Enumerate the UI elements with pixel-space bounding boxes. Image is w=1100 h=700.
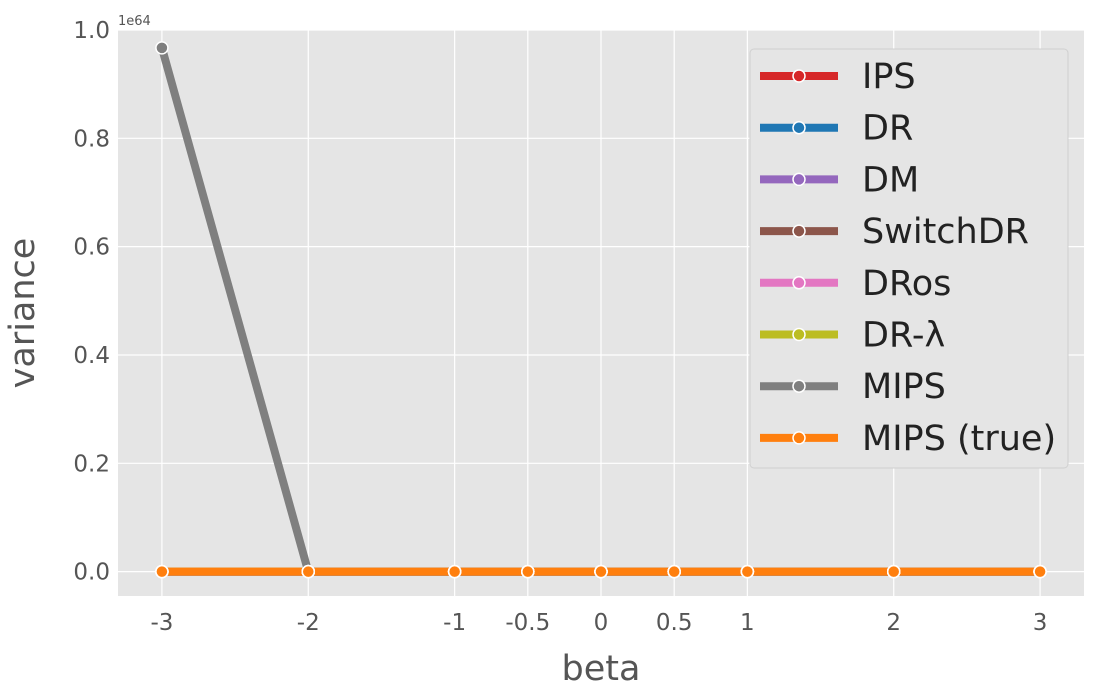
legend-label-dr: DR xyxy=(862,109,913,149)
x-tick-label: 2 xyxy=(886,610,901,636)
legend: IPS DR DM SwitchDR DRos DR-λ MIPS MIPS (true) xyxy=(749,48,1069,469)
point-mips-true xyxy=(521,564,535,579)
legend-marker-mips xyxy=(792,379,806,393)
legend-label-dr: DR-λ xyxy=(862,316,945,356)
legend-marker-dros xyxy=(792,276,806,290)
x-tick-label: -0.5 xyxy=(505,610,550,636)
legend-marker-dr xyxy=(792,120,806,135)
y-tick-label: 0.4 xyxy=(73,343,110,369)
y-tick-label: 0.8 xyxy=(73,126,110,152)
legend-marker-mips-true xyxy=(792,431,806,445)
y-offset-text: 1e64 xyxy=(118,14,151,29)
y-tick-label: 1.0 xyxy=(73,18,110,44)
legend-marker-ips xyxy=(792,69,806,83)
point-mips-true xyxy=(1033,564,1047,579)
x-axis-label: beta xyxy=(562,649,641,689)
legend-label-dm: DM xyxy=(862,160,919,200)
x-tick-label: 1 xyxy=(740,610,755,636)
x-tick-label: -2 xyxy=(297,610,320,636)
x-tick-label: 3 xyxy=(1033,610,1048,636)
x-tick-label: -3 xyxy=(150,610,173,636)
y-tick-label: 0.6 xyxy=(73,235,110,261)
legend-label-switchdr: SwitchDR xyxy=(862,212,1029,252)
point-mips xyxy=(155,41,169,55)
y-axis-label: variance xyxy=(3,238,43,389)
y-tick-label: 0.0 xyxy=(73,560,110,586)
legend-marker-switchdr xyxy=(792,224,806,238)
point-mips-true xyxy=(886,564,901,579)
series-markers xyxy=(155,41,1047,579)
point-mips-true xyxy=(155,564,169,579)
y-tick-label: 0.2 xyxy=(73,451,110,477)
legend-box xyxy=(749,48,1069,469)
point-mips-true xyxy=(594,564,608,579)
legend-label-ips: IPS xyxy=(862,57,916,97)
x-tick-labels: -3 -2 -1 -0.5 0 0.5 1 2 3 xyxy=(150,610,1047,636)
x-tick-label: 0.5 xyxy=(656,610,693,636)
x-tick-label: 0 xyxy=(594,610,609,636)
legend-marker-dr xyxy=(792,327,806,342)
legend-marker-dm xyxy=(792,172,806,187)
legend-label-mips-true: MIPS (true) xyxy=(862,419,1056,459)
legend-label-dros: DRos xyxy=(862,264,951,304)
x-tick-label: -1 xyxy=(443,610,466,636)
legend-label-mips: MIPS xyxy=(862,367,946,407)
point-mips-true xyxy=(301,564,316,579)
point-mips-true xyxy=(447,564,462,579)
point-mips-true xyxy=(667,564,681,579)
point-mips-true xyxy=(740,564,755,579)
y-tick-labels: 0.0 0.2 0.4 0.6 0.8 1.0 xyxy=(73,18,110,586)
